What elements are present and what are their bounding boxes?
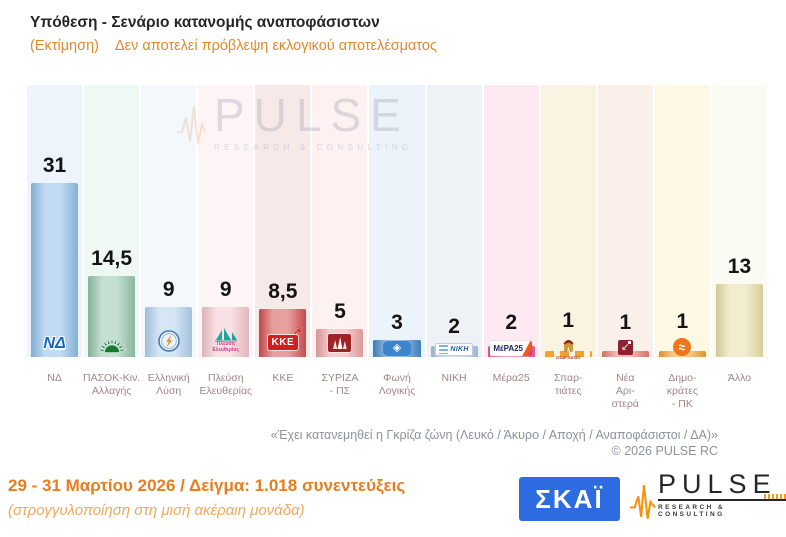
foni-logikis-diamond-logo: ◈ [369,341,424,356]
nea-aristera-arrow-logo: ↙ [598,340,653,355]
bar-value-label: 9 [219,278,232,301]
party-label: ΚΚΕ [272,372,294,384]
party-column: 31 ΝΔ ΝΔ [27,85,83,384]
party-label: ΣΥΡΙΖΑ - ΠΣ [321,372,359,398]
party-column: 9 Πλεύση Ελευθερίας Πλεύση Ελευθερίας [198,85,254,397]
pulse-waveform-icon [630,485,656,519]
pulse-logo: PULSE RESEARCH & CONSULTING [630,470,786,526]
pulse-logo-divider [658,494,786,502]
party-column: 2 ΜέΡΑ25 Μέρα25 [483,85,539,384]
bar-value-label: 1 [619,311,632,334]
syriza-logo [312,334,367,352]
subtitle-disclaimer: Δεν αποτελεί πρόβλεψη εκλογικού αποτελέσ… [114,38,437,54]
bar-chart: 31 ΝΔ ΝΔ 14,5 ΠΑΣΟΚ-Κιν. Αλλαγής 9 Ελληνική Λύ… [27,85,768,410]
skai-logo: ΣΚΑΪ [519,477,620,521]
party-column: 2 ΝΙΚΗ ΝΙΚΗ [426,85,482,384]
fieldwork-date-sample: 29 - 31 Μαρτίου 2026 / Δείγμα: 1.018 συν… [8,476,406,495]
rounding-note: (στρογγυλοποίηση στη μισή ακέραιη μονάδα… [8,502,305,519]
bar-value-label: 8,5 [268,280,298,303]
party-label: Φωνή Λογικής [378,372,416,398]
bar-value-label: 13 [727,255,752,278]
party-column: 8,5 ☭ KKE ΚΚΕ [255,85,311,384]
bar-value-label: 1 [562,309,575,332]
bar-value-label: 2 [448,315,460,338]
subtitle-estimate-label: (Εκτίμηση) [30,38,99,54]
bar-value-label: 2 [505,311,517,334]
bar [544,351,592,357]
grey-zone-footnote: «Έχει κατανεμηθεί η Γκρίζα ζώνη (Λευκό /… [270,428,718,442]
chart-subtitle: (Εκτίμηση) Δεν αποτελεί πρόβλεψη εκλογικο… [30,38,437,54]
party-label: Ελληνική Λύση [147,372,190,398]
bar [715,284,764,357]
party-label: Μέρα25 [492,372,530,384]
spartiates-helmet-logo: ΣΠΑΡΤΙΑΤΕΣ [541,337,596,361]
party-column: 9 Ελληνική Λύση [141,85,197,397]
party-label: Σπαρ- τιάτες [553,372,583,398]
kke-logo: ☭ KKE [255,326,310,350]
party-column: 13 Άλλο [711,85,768,384]
pulse-logo-text: PULSE [658,469,777,499]
party-label: Νέα Αρι- στερά [611,372,639,411]
party-label: ΝΙΚΗ [441,372,467,384]
page-title: Υπόθεση - Σενάριο κατανομής αναποφάσιστω… [30,14,380,31]
party-label: Πλεύση Ελευθερίας [199,372,253,398]
niki-logo: ΝΙΚΗ [427,343,482,356]
bar [31,183,79,357]
party-column: 1 ΣΠΑΡΤΙΑΤΕΣ Σπαρ- τιάτες [540,85,596,397]
party-column: 5 ΣΥΡΙΖΑ - ΠΣ [312,85,368,397]
plefsi-eleftherias-sailboat-logo: Πλεύση Ελευθερίας [198,328,253,353]
bar [88,276,136,357]
bar-value-label: 3 [391,311,403,334]
bar-value-label: 9 [162,278,175,301]
party-label: Δημο- κράτες - ΠΚ [666,372,698,411]
bar-value-label: 31 [42,154,67,177]
dimokrates-wave-logo [655,338,710,356]
party-column: 1 ↙ Νέα Αρι- στερά [597,85,653,410]
copyright: © 2026 PULSE RC [611,444,718,459]
bar-value-label: 14,5 [91,247,133,270]
party-label: ΝΔ [47,372,62,384]
party-label: Άλλο [727,372,752,384]
chart-notes: «Έχει κατανεμηθεί η Γκρίζα ζώνη (Λευκό /… [271,427,718,460]
pasok-sun-logo [84,337,139,353]
party-label: ΠΑΣΟΚ-Κιν. Αλλαγής [82,372,141,398]
elliniki-lysi-compass-logo [141,330,196,352]
pulse-logo-subtext: RESEARCH & CONSULTING [658,504,726,519]
party-column: 3 ◈ Φωνή Λογικής [369,85,425,397]
bar-value-label: 5 [334,300,346,323]
party-column: 14,5 ΠΑΣΟΚ-Κιν. Αλλαγής [83,85,140,397]
party-column: 1 Δημο- κράτες - ΠΚ [654,85,710,410]
mera25-logo: ΜέΡΑ25 [484,341,539,356]
bar-value-label: 1 [676,310,689,333]
nd-logo: ΝΔ [43,335,66,352]
